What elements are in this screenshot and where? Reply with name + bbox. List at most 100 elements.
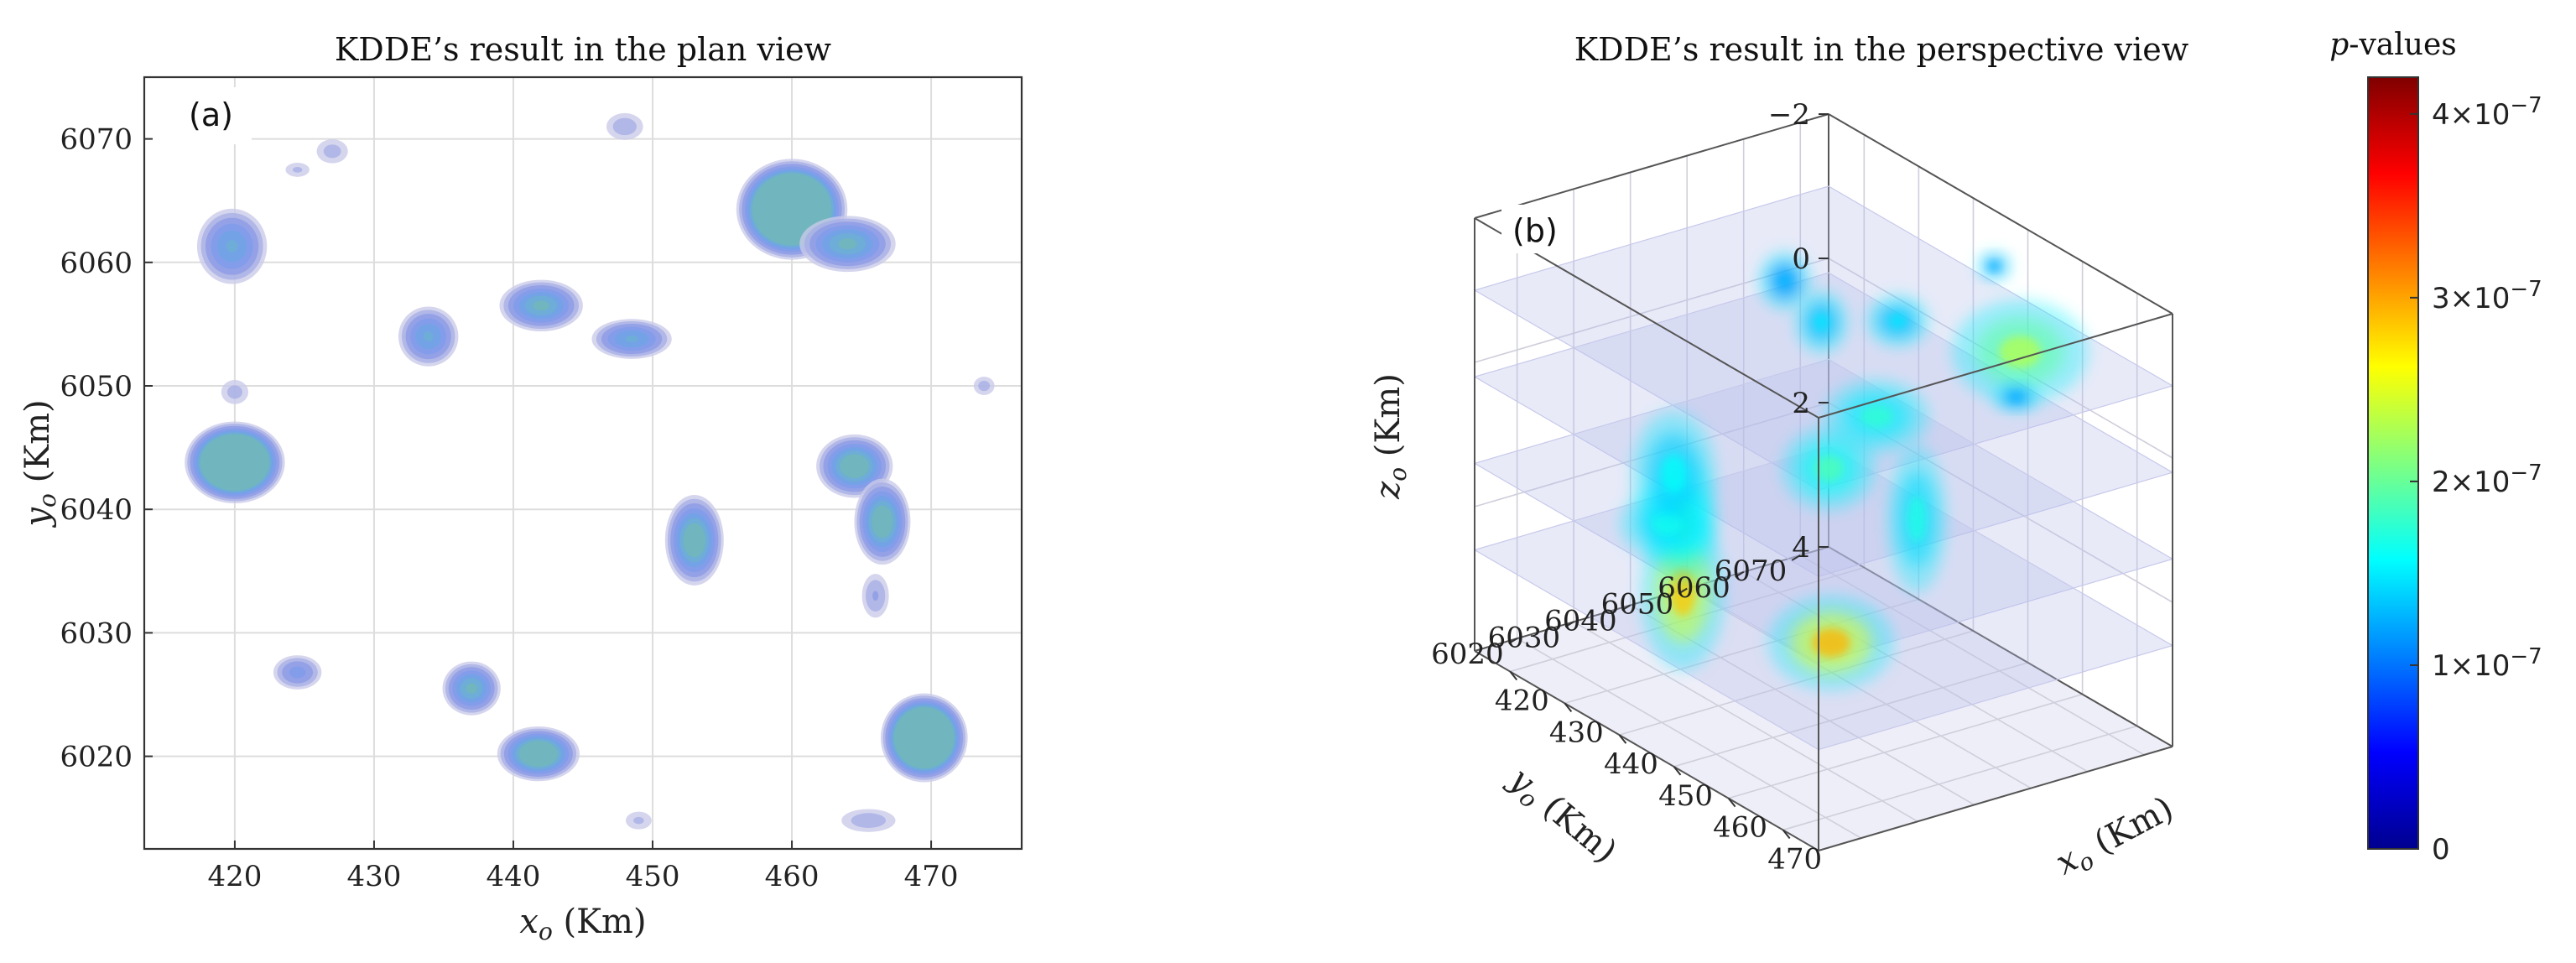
contour-level — [633, 816, 644, 825]
contour-level — [289, 666, 306, 679]
density-cluster — [664, 495, 724, 586]
density-blob — [1866, 294, 1929, 347]
y-tick-label: 6030 — [60, 617, 133, 650]
floor-grid — [1517, 638, 1862, 839]
density-blob — [1768, 595, 1895, 690]
density-blob — [1993, 383, 2040, 413]
panel-b-z-sub: o — [1384, 467, 1412, 482]
y-tick-mark-3d — [1621, 604, 1631, 612]
y-tick-label-3d: 6070 — [1715, 554, 1788, 588]
floor-grid — [1728, 693, 2083, 799]
density-cluster — [221, 380, 249, 404]
density-cluster — [880, 693, 968, 783]
panel-a-x-symbol: x — [519, 903, 539, 941]
panel-b-density-blobs — [1620, 251, 2089, 690]
blob-core — [1888, 313, 1907, 330]
z-tick-label: 2 — [1792, 387, 1810, 420]
density-cluster — [185, 421, 285, 504]
y-tick-label: 6060 — [60, 247, 133, 280]
panel-a-label: (a) — [189, 96, 233, 133]
contour-level — [683, 523, 706, 558]
y-tick-mark-3d — [1678, 587, 1688, 595]
panel-b-z-axis-label: zo (Km) — [1369, 373, 1412, 500]
contour-level — [840, 454, 870, 478]
z-tick-label: 0 — [1792, 242, 1810, 276]
x-tick-label-3d: 440 — [1604, 747, 1658, 781]
contour-level — [423, 331, 434, 342]
panel-b-z-ticks: −2 0 2 4 — [1768, 98, 1829, 565]
density-blob — [1887, 445, 1947, 593]
panel-a: KDDE’s result in the plan view (a) 420 43… — [18, 31, 1023, 945]
panel-b-title: KDDE’s result in the perspective view — [1574, 31, 2189, 68]
contour-level — [533, 300, 549, 311]
x-tick-label: 450 — [626, 860, 680, 893]
density-cluster — [861, 574, 889, 618]
contour-level — [872, 505, 893, 539]
box-edge — [1474, 113, 1829, 219]
box-edge — [1818, 313, 2173, 419]
y-tick-label-3d: 6060 — [1657, 571, 1730, 605]
floor-grid — [1782, 725, 2137, 831]
blob-core — [1812, 628, 1850, 658]
y-tick-label: 6050 — [60, 370, 133, 403]
density-blob — [1758, 251, 1812, 310]
y-tick-label-3d: 6030 — [1488, 621, 1561, 654]
contour-level — [466, 683, 478, 694]
panel-a-label-box — [151, 87, 252, 144]
x-tick-label: 430 — [346, 860, 401, 893]
density-cluster — [854, 478, 911, 565]
x-tick-mark-3d — [1509, 670, 1518, 681]
x-tick-mark-3d — [1727, 798, 1736, 808]
y-tick-label: 6070 — [60, 123, 133, 157]
colorbar-gradient — [2367, 76, 2419, 850]
density-cluster — [816, 434, 893, 498]
contour-level — [226, 240, 238, 253]
blob-core — [1999, 336, 2042, 368]
density-cluster — [799, 216, 896, 273]
density-cluster — [606, 112, 643, 140]
blob-core — [1989, 261, 2000, 271]
y-tick-label: 6040 — [60, 493, 133, 527]
y-tick-label: 6020 — [60, 741, 133, 774]
density-cluster — [499, 279, 583, 332]
floor-grid — [1799, 554, 2145, 756]
panel-b-x-axis-label: xo (Km) — [2049, 789, 2181, 887]
contour-level — [518, 741, 559, 768]
panel-a-title: KDDE’s result in the plan view — [335, 31, 832, 68]
z-tick-label: 4 — [1792, 531, 1810, 565]
floor-grid — [1686, 587, 2032, 789]
contour-level — [226, 385, 242, 399]
x-tick-mark-3d — [1782, 829, 1791, 840]
contour-level — [851, 813, 887, 828]
contour-level — [625, 336, 639, 343]
y-tick-mark-3d — [1791, 554, 1801, 561]
density-cluster — [591, 319, 672, 359]
x-tick-label-3d: 450 — [1658, 779, 1713, 813]
x-tick-label-3d: 430 — [1549, 716, 1604, 749]
density-cluster — [398, 306, 459, 367]
colorbar-ticks: 0 1×10−7 2×10−7 3×10−7 4×10−7 — [2410, 93, 2542, 867]
panel-a-y-axis-label: yo (Km) — [18, 399, 61, 528]
panel-a-y-unit: Km — [18, 413, 57, 470]
z-tick-label: −2 — [1768, 98, 1810, 132]
panel-a-density-contours — [185, 112, 995, 832]
blob-core — [1661, 454, 1687, 493]
density-blob — [1952, 299, 2089, 404]
back-edge — [1828, 546, 2173, 747]
colorbar-tick-label: 4×10−7 — [2432, 93, 2542, 132]
panel-a-x-ticks: 420 430 440 450 460 470 — [207, 841, 959, 893]
x-tick-mark-3d — [1673, 766, 1682, 776]
colorbar-title: p-values — [2329, 28, 2457, 62]
contour-level — [872, 591, 879, 601]
density-blob — [1795, 290, 1848, 354]
density-cluster — [625, 811, 652, 830]
density-cluster — [497, 726, 580, 782]
panel-a-x-unit: Km — [576, 903, 633, 941]
floor-grid — [1619, 630, 1974, 736]
contour-level — [323, 144, 341, 159]
density-blob — [1977, 251, 2011, 281]
contour-level — [292, 167, 303, 173]
blob-core — [1814, 312, 1830, 332]
